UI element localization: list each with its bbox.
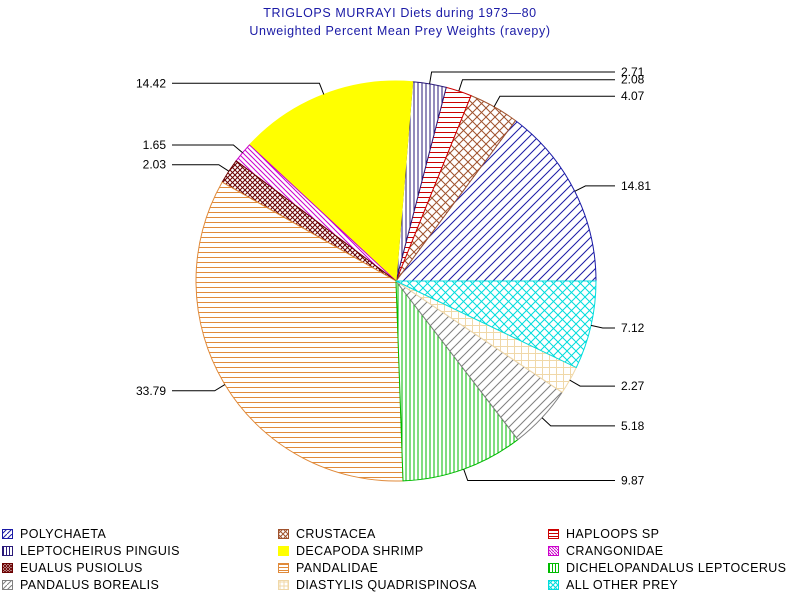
leader-line (172, 384, 226, 392)
legend-label: PANDALIDAE (296, 561, 379, 575)
legend-swatch (548, 580, 559, 590)
data-label: 2.08 (621, 73, 645, 87)
legend-swatch (548, 529, 559, 539)
data-label: 14.42 (136, 76, 166, 90)
leader-line (458, 79, 615, 92)
legend-swatch (2, 529, 13, 539)
data-label: 14.81 (621, 179, 651, 193)
pie-slice-pandalidae (195, 181, 404, 482)
legend-label: PANDALUS BOREALIS (20, 578, 160, 592)
legend-swatch (2, 563, 13, 573)
legend-label: ALL OTHER PREY (566, 578, 679, 592)
legend-label: DECAPODA SHRIMP (296, 544, 424, 558)
legend-label: CRANGONIDAE (566, 544, 664, 558)
leader-line (574, 185, 615, 192)
legend-swatch (278, 529, 289, 539)
data-label: 2.71 (621, 65, 645, 79)
data-label: 5.18 (621, 419, 645, 433)
pie-chart: 14.81 4.07 2.082.71 14.42 1.65 2.03 33.79 9.87 5… (136, 65, 651, 488)
legend-label: EUALUS PUSIOLUS (20, 561, 143, 575)
data-label: 2.03 (143, 158, 167, 172)
leader-line (172, 164, 230, 172)
leader-line (172, 82, 325, 95)
legend-swatch (278, 580, 289, 590)
leader-line (429, 71, 615, 84)
legend-label: DICHELOPANDALUS LEPTOCERUS (566, 561, 787, 575)
chart-subtitle: Unweighted Percent Mean Prey Weights (ra… (249, 24, 551, 38)
chart-legend: POLYCHAETA CRUSTACEA HAPLOOPS SP LEPTOCHEIR… (0, 526, 800, 600)
legend-swatch (278, 546, 289, 556)
legend-swatch (2, 580, 13, 590)
legend-label: POLYCHAETA (20, 527, 107, 541)
leader-line (493, 95, 615, 107)
data-label: 1.65 (143, 138, 167, 152)
leader-line (172, 144, 243, 154)
leader-line (590, 324, 615, 329)
chart-titles: TRIGLOPS MURRAYI Diets during 1973—80 Un… (0, 4, 800, 40)
data-label: 33.79 (136, 384, 166, 398)
legend-swatch (2, 546, 13, 556)
legend-label: CRUSTACEA (296, 527, 376, 541)
chart-title: TRIGLOPS MURRAYI Diets during 1973—80 (263, 6, 537, 20)
leader-line (541, 417, 615, 427)
data-label: 4.07 (621, 89, 645, 103)
data-label: 9.87 (621, 474, 645, 488)
legend-swatch (548, 563, 559, 573)
legend-label: DIASTYLIS QUADRISPINOSA (296, 578, 477, 592)
data-label: 2.27 (621, 379, 645, 393)
leader-line (463, 469, 615, 481)
legend-swatch (548, 546, 559, 556)
pie-slice-dichelopandalus-leptocerus (395, 279, 519, 482)
data-label: 7.12 (621, 321, 645, 335)
legend-label: HAPLOOPS SP (566, 527, 660, 541)
leader-line (569, 379, 615, 387)
legend-swatch (278, 563, 289, 573)
legend-label: LEPTOCHEIRUS PINGUIS (20, 544, 180, 558)
